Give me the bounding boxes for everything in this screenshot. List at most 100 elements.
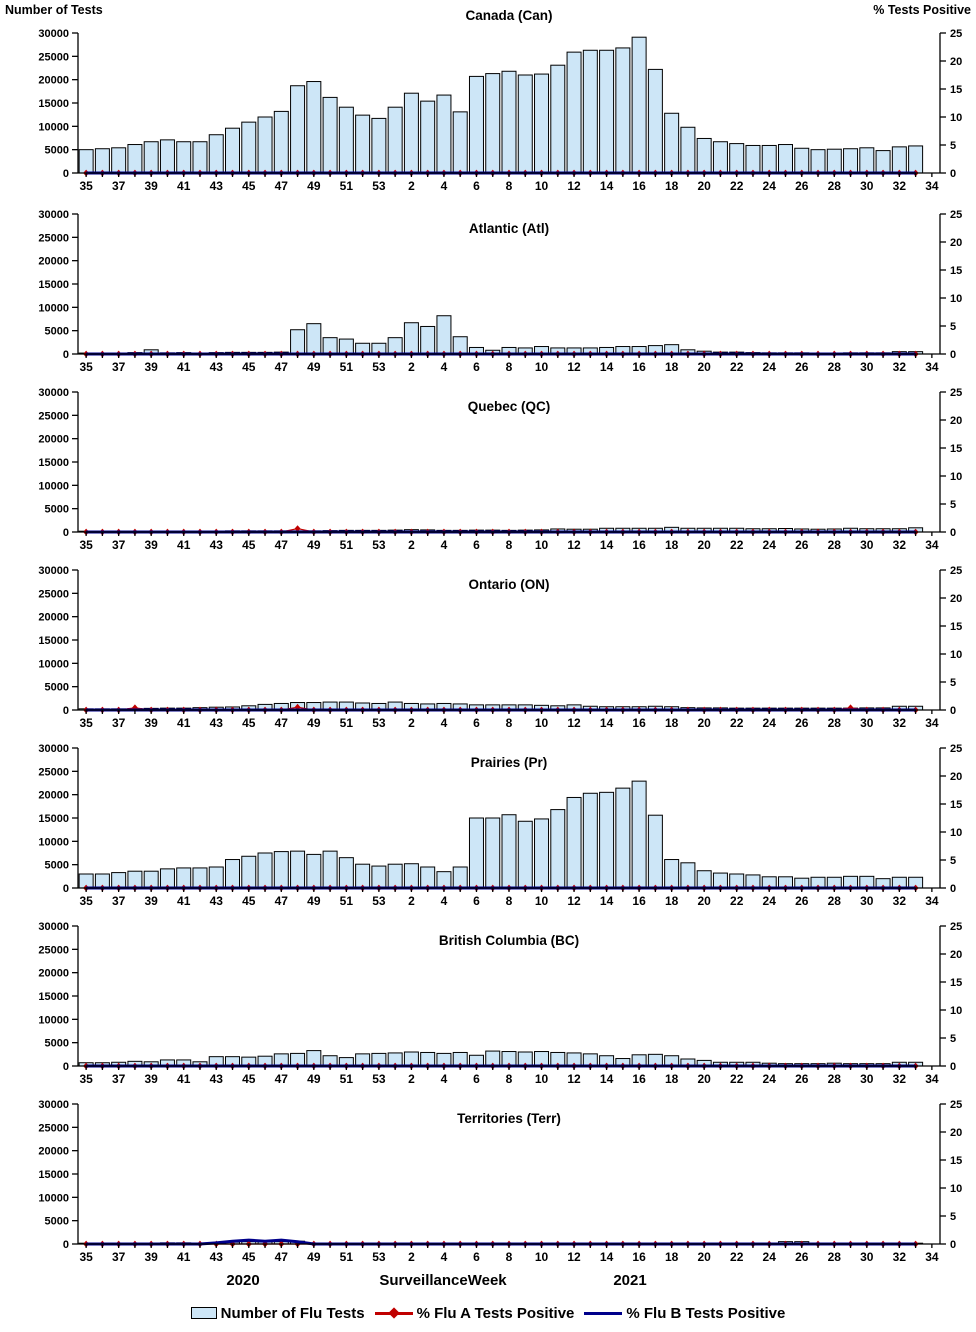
x-tick-label: 49 — [307, 894, 321, 908]
x-tick-label: 18 — [665, 179, 679, 193]
axes — [72, 213, 946, 358]
chart-british-columbia: British Columbia (BC) 0 5000 10000 15000 2000… — [38, 921, 962, 1086]
x-tick-label: 16 — [632, 1250, 646, 1264]
y-right-tick-label: 15 — [950, 621, 962, 633]
x-tick-label: 14 — [600, 1072, 614, 1086]
x-tick-label: 45 — [242, 894, 256, 908]
y-left-tick-label: 30000 — [38, 921, 69, 933]
y-left-tick-label: 5000 — [45, 504, 69, 516]
y-right-tick-label: 10 — [950, 1005, 962, 1017]
bar-week-20 — [696, 137, 712, 174]
x-tick-label: 39 — [145, 538, 159, 552]
x-tick-label: 32 — [893, 1250, 907, 1264]
legend-label-flu-b: % Flu B Tests Positive — [626, 1304, 786, 1322]
y-right-tick-label: 15 — [950, 1155, 962, 1167]
x-tick-label: 2 — [408, 538, 415, 552]
bar-week-6 — [468, 817, 484, 889]
x-tick-label: 28 — [828, 716, 842, 730]
x-tick-label: 6 — [473, 1250, 480, 1264]
x-tick-label: 47 — [275, 360, 289, 374]
bar-week-11 — [550, 809, 566, 889]
x-tick-label: 20 — [697, 1072, 711, 1086]
bar-week-52 — [355, 863, 371, 889]
y-right-tick-label: 15 — [950, 84, 962, 96]
x-tick-label: 51 — [340, 1072, 354, 1086]
x-tick-label: 2 — [408, 1250, 415, 1264]
y-left-tick-label: 0 — [63, 349, 69, 361]
x-tick-label: 41 — [177, 894, 191, 908]
x-tick-label: 32 — [893, 1072, 907, 1086]
x-tick-label: 8 — [506, 1250, 513, 1264]
x-tick-label: 14 — [600, 538, 614, 552]
x-axis-title: SurveillanceWeek — [379, 1272, 507, 1289]
legend-item-flu-a: % Flu A Tests Positive — [374, 1305, 574, 1322]
x-tick-label: 12 — [567, 179, 581, 193]
bar-week-50 — [322, 850, 338, 889]
x-tick-label: 8 — [506, 894, 513, 908]
x-tick-label: 41 — [177, 1072, 191, 1086]
bar-week-17 — [647, 814, 663, 889]
x-tick-label: 20 — [697, 360, 711, 374]
bars-series — [78, 36, 924, 174]
x-tick-label: 51 — [340, 179, 354, 193]
y-right-tick-label: 20 — [950, 593, 962, 605]
bar-week-44 — [225, 127, 241, 174]
x-tick-label: 45 — [242, 538, 256, 552]
x-tick-label: 51 — [340, 360, 354, 374]
x-tick-label: 28 — [828, 538, 842, 552]
y-left-tick-label: 30000 — [38, 743, 69, 755]
x-tick-label: 37 — [112, 360, 126, 374]
bars-series — [78, 780, 924, 889]
y-right-tick-label: 25 — [950, 921, 962, 933]
x-tick-label: 10 — [535, 1072, 549, 1086]
x-tick-label: 2 — [408, 1072, 415, 1086]
x-tick-label: 6 — [473, 1072, 480, 1086]
x-tick-label: 45 — [242, 716, 256, 730]
x-tick-label: 53 — [372, 1250, 386, 1264]
x-tick-label: 35 — [79, 894, 93, 908]
bar-week-27 — [810, 149, 826, 174]
x-tick-label: 8 — [506, 716, 513, 730]
bar-week-2 — [403, 322, 419, 355]
x-tick-label: 22 — [730, 1250, 744, 1264]
bar-week-12 — [566, 796, 582, 889]
y-left-tick-label: 25000 — [38, 944, 69, 956]
bar-week-28 — [826, 148, 842, 174]
x-tick-label: 45 — [242, 360, 256, 374]
x-tick-label: 49 — [307, 1072, 321, 1086]
y-left-tick-label: 10000 — [38, 121, 69, 133]
y-left-tick-label: 20000 — [38, 434, 69, 446]
bar-week-18 — [664, 112, 680, 174]
chart-ontario: Ontario (ON)0500010000150002000025000300… — [38, 565, 962, 730]
bar-week-24 — [761, 144, 777, 174]
x-tick-label: 16 — [632, 179, 646, 193]
x-tick-label: 34 — [925, 360, 939, 374]
y-right-tick-label: 0 — [950, 1061, 956, 1073]
x-tick-label: 8 — [506, 179, 513, 193]
x-tick-label: 4 — [441, 716, 448, 730]
axes — [72, 569, 946, 714]
x-tick-label: 14 — [600, 360, 614, 374]
flu-a-marker-week-48 — [294, 525, 301, 533]
bar-week-4 — [436, 315, 452, 355]
bar-week-21 — [712, 141, 728, 174]
y-left-tick-label: 20000 — [38, 790, 69, 802]
x-tick-label: 8 — [506, 360, 513, 374]
y-left-tick-label: 20000 — [38, 75, 69, 87]
x-tick-label: 43 — [210, 1072, 224, 1086]
x-tick-label: 8 — [506, 538, 513, 552]
x-tick-label: 49 — [307, 360, 321, 374]
y-left-tick-label: 25000 — [38, 766, 69, 778]
x-axis-footer: 2020 SurveillanceWeek 2021 — [0, 1270, 976, 1294]
bar-week-10 — [534, 73, 550, 174]
bar-week-45 — [241, 855, 257, 889]
x-tick-label: 53 — [372, 179, 386, 193]
x-tick-label: 16 — [632, 716, 646, 730]
y-right-tick-label: 10 — [950, 827, 962, 839]
x-tick-label: 51 — [340, 716, 354, 730]
bar-week-49 — [306, 853, 322, 889]
bar-week-46 — [257, 852, 273, 889]
x-tick-label: 22 — [730, 179, 744, 193]
x-tick-label: 6 — [473, 179, 480, 193]
x-tick-label: 34 — [925, 1250, 939, 1264]
